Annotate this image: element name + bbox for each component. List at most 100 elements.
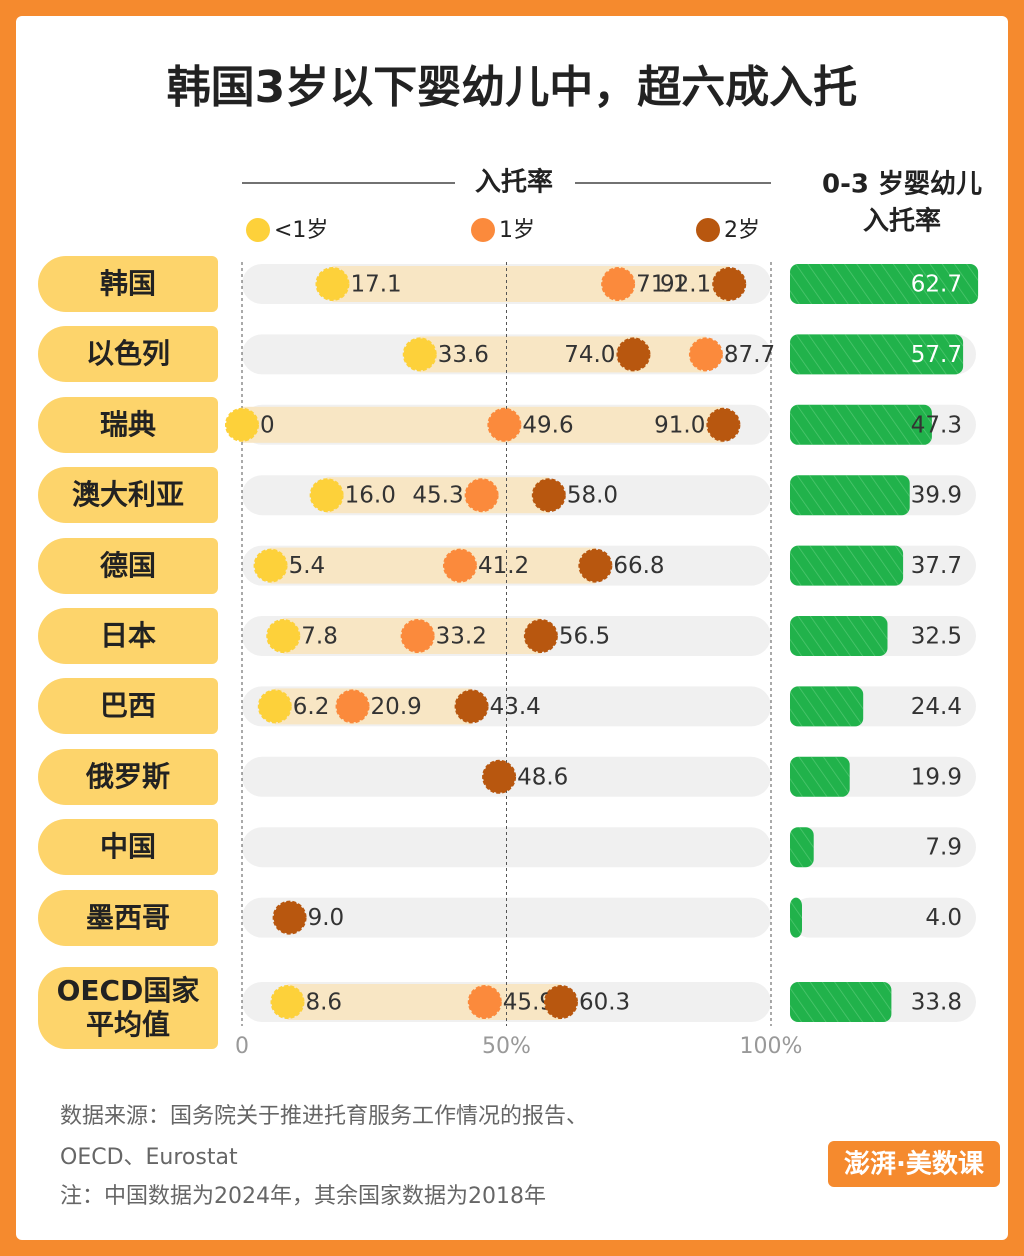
dot <box>467 985 502 1019</box>
bar-value-label: 62.7 <box>911 272 962 298</box>
dot <box>688 337 723 372</box>
legend-dot <box>696 218 720 242</box>
dot <box>257 689 292 724</box>
range-bar <box>274 688 472 725</box>
dot <box>309 478 344 513</box>
bar-chart-title: 0-3 岁婴幼儿 <box>822 169 982 200</box>
value-label: 5.4 <box>289 553 326 579</box>
note: 注：中国数据为2024年，其余国家数据为2018年 <box>60 1184 546 1209</box>
bar-value-label: 24.4 <box>911 694 962 720</box>
dot <box>601 267 636 301</box>
dot-chart-title: 入托率 <box>475 167 553 198</box>
value-label: 9.0 <box>308 905 345 931</box>
value-label: 16.0 <box>345 483 396 509</box>
category-text: OECD国家平均值 <box>56 974 200 1041</box>
range-bar <box>419 336 706 373</box>
value-label: 20.9 <box>371 694 422 720</box>
dot <box>706 407 741 442</box>
value-label: 8.6 <box>305 990 342 1016</box>
category-label: 瑞典 <box>38 396 218 453</box>
bar-value-label: 47.3 <box>911 412 962 438</box>
category-text: 以色列 <box>85 337 170 371</box>
dot <box>523 619 558 653</box>
bar-value-label: 4.0 <box>925 905 962 931</box>
dot <box>712 267 747 301</box>
category-label: 俄罗斯 <box>38 748 218 805</box>
dot <box>272 900 307 935</box>
bar-value-label: 32.5 <box>911 624 962 650</box>
value-label: 60.3 <box>579 990 630 1016</box>
dot <box>531 478 566 513</box>
range-bar <box>326 477 549 514</box>
dot <box>454 689 489 724</box>
bar-hatch <box>790 686 864 727</box>
dot <box>402 337 437 372</box>
category-label: OECD国家平均值 <box>38 967 218 1049</box>
category-text: 中国 <box>99 830 156 864</box>
value-label: 48.6 <box>517 764 568 790</box>
dot <box>616 337 651 372</box>
value-label: 45.3 <box>412 483 463 509</box>
category-label: 巴西 <box>38 678 218 735</box>
legend-label: 1岁 <box>499 218 535 243</box>
dot <box>543 985 578 1019</box>
legend-label: 2岁 <box>724 218 760 243</box>
bar-track <box>790 897 976 938</box>
category-text: 墨西哥 <box>85 900 170 934</box>
bar-chart-title: 入托率 <box>863 206 941 237</box>
value-label: 91.0 <box>654 412 705 438</box>
value-label: 33.6 <box>438 342 489 368</box>
value-label: 33.2 <box>436 624 487 650</box>
category-label: 韩国 <box>38 256 218 312</box>
range-bar <box>270 547 596 584</box>
logo: 澎湃·美数课 <box>844 1149 985 1180</box>
bar-hatch <box>790 616 888 656</box>
value-label: 41.2 <box>478 553 529 579</box>
bar-hatch <box>790 545 904 586</box>
value-label: 74.0 <box>564 342 615 368</box>
dot <box>225 407 259 442</box>
category-label: 澳大利亚 <box>38 467 218 524</box>
value-label: 43.4 <box>490 694 541 720</box>
category-label: 日本 <box>38 608 218 664</box>
bar-hatch <box>790 897 802 938</box>
dot <box>442 548 477 583</box>
dot <box>487 407 522 442</box>
legend-label: <1岁 <box>274 218 328 243</box>
dot <box>464 478 499 513</box>
bar-hatch <box>790 334 964 375</box>
source: OECD、Eurostat <box>60 1145 238 1170</box>
bar-value-label: 7.9 <box>925 835 962 861</box>
value-label: 92.1 <box>660 272 711 298</box>
category-text: 澳大利亚 <box>71 478 184 512</box>
track <box>242 827 771 868</box>
category-label: 以色列 <box>38 326 218 383</box>
dot <box>335 689 370 724</box>
bar-value-label: 57.7 <box>911 342 962 368</box>
x-tick-label: 0 <box>235 1034 249 1059</box>
bar-hatch <box>790 827 814 868</box>
dot <box>253 548 288 583</box>
value-label: 66.8 <box>613 553 664 579</box>
bar-value-label: 33.8 <box>911 990 962 1016</box>
value-label: 58.0 <box>567 483 618 509</box>
category-text: 日本 <box>99 619 156 652</box>
logo-bg <box>828 1141 1000 1187</box>
value-label: 6.2 <box>293 694 330 720</box>
source: 数据来源：国务院关于推进托育服务工作情况的报告、 <box>60 1104 588 1129</box>
bar-hatch <box>790 756 850 797</box>
value-label: 7.8 <box>301 624 338 650</box>
x-tick-label: 50% <box>482 1034 531 1059</box>
bar-value-label: 39.9 <box>911 483 962 509</box>
category-text: 韩国 <box>99 267 156 300</box>
legend-dot <box>246 218 270 242</box>
range-bar <box>287 984 561 1020</box>
category-label: 中国 <box>38 819 218 876</box>
value-label: 0 <box>260 412 275 438</box>
value-label: 56.5 <box>559 624 610 650</box>
range-bar <box>242 406 724 443</box>
title: 韩国3岁以下婴幼儿中，超六成入托 <box>167 62 858 113</box>
category-label: 德国 <box>38 537 218 594</box>
